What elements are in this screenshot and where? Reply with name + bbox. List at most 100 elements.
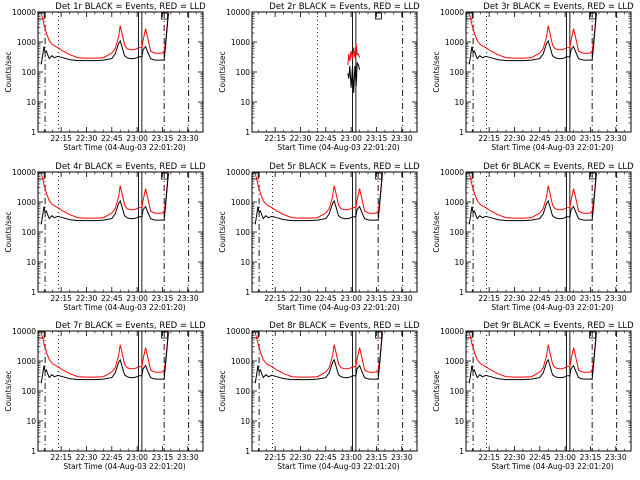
series-events-line: [468, 332, 597, 384]
panel-det-1: Det 1r BLACK = Events, RED = LLD 1 10 100 10…: [4, 2, 206, 152]
y-axis-label: Counts/sec: [218, 51, 227, 92]
y-tick-label: 1: [459, 288, 464, 297]
y-tick-label: 10000: [226, 8, 250, 17]
x-tick-label: 23:00: [554, 453, 576, 462]
y-tick-label: 10: [240, 98, 250, 107]
y-tick-label: 10: [454, 417, 464, 426]
y-tick-label: 10: [240, 417, 250, 426]
x-tick-label: 23:15: [152, 134, 174, 143]
interval-marker-square: [589, 12, 596, 20]
interval-marker-square: [251, 331, 259, 339]
x-tick-label: 22:30: [290, 294, 312, 303]
x-tick-label: 23:00: [126, 453, 148, 462]
y-tick-label: 1000: [445, 38, 464, 47]
x-tick-label: 23:15: [366, 134, 388, 143]
interval-marker-square: [161, 172, 168, 180]
series-group: [347, 44, 361, 94]
x-tick-label: 22:30: [504, 134, 526, 143]
series-group: [40, 12, 169, 65]
y-axis-label: Counts/sec: [4, 51, 13, 92]
series-events-line: [468, 173, 597, 225]
y-tick-label: 10000: [440, 168, 464, 177]
series-events-line: [468, 13, 597, 65]
y-tick-label: 10: [454, 258, 464, 267]
x-tick-label: 22:30: [290, 134, 312, 143]
y-tick-label: 1: [31, 288, 36, 297]
y-tick-label: 10000: [12, 168, 36, 177]
series-group: [254, 331, 383, 384]
x-tick-label: 22:15: [264, 294, 286, 303]
series-lld-line: [468, 12, 597, 59]
interval-marker-square: [251, 172, 259, 180]
series-lld-line: [468, 172, 597, 219]
series-group: [254, 172, 383, 225]
x-tick-label: 23:15: [152, 453, 174, 462]
interval-marker-square: [589, 172, 596, 180]
y-tick-label: 1: [245, 288, 250, 297]
series-events-line: [254, 173, 383, 225]
y-tick-label: 10000: [440, 327, 464, 336]
interval-marker-square: [465, 12, 473, 20]
series-group: [468, 331, 597, 384]
y-tick-label: 1: [245, 128, 250, 137]
x-tick-label: 22:45: [315, 294, 337, 303]
series-lld-line: [254, 331, 383, 378]
series-lld-line: [347, 44, 361, 66]
x-axis-label: Start Time (04-Aug-03 22:01:20): [491, 143, 613, 152]
interval-marker-square: [37, 172, 45, 180]
x-tick-label: 23:00: [340, 453, 362, 462]
y-tick-label: 10: [26, 98, 36, 107]
x-tick-label: 22:45: [529, 294, 551, 303]
y-axis-label: Counts/sec: [4, 370, 13, 411]
x-tick-label: 23:30: [391, 453, 413, 462]
series-group: [40, 331, 169, 384]
x-axis-label: Start Time (04-Aug-03 22:01:20): [491, 462, 613, 471]
series-lld-line: [40, 12, 169, 59]
y-tick-label: 10000: [226, 168, 250, 177]
series-lld-line: [40, 331, 169, 378]
x-tick-label: 22:45: [101, 294, 123, 303]
x-axis-label: Start Time (04-Aug-03 22:01:20): [63, 303, 185, 312]
y-tick-label: 100: [22, 387, 37, 396]
series-group: [40, 172, 169, 225]
y-axis-label: Counts/sec: [218, 211, 227, 252]
y-tick-label: 1000: [445, 198, 464, 207]
y-tick-label: 100: [236, 387, 251, 396]
panel-title: Det 7r BLACK = Events, RED = LLD: [55, 321, 206, 331]
y-tick-label: 1000: [231, 357, 250, 366]
panel-det-5: Det 5r BLACK = Events, RED = LLD 1 10 100 10…: [218, 162, 420, 312]
x-tick-label: 23:30: [391, 134, 413, 143]
y-tick-label: 1: [31, 128, 36, 137]
x-tick-label: 22:15: [478, 294, 500, 303]
interval-marker-square: [375, 12, 382, 20]
x-tick-label: 22:15: [50, 134, 72, 143]
y-axis-label: Counts/sec: [218, 370, 227, 411]
x-axis-label: Start Time (04-Aug-03 22:01:20): [491, 303, 613, 312]
y-tick-label: 100: [450, 387, 465, 396]
series-events-line: [40, 173, 169, 225]
y-tick-label: 1000: [17, 38, 36, 47]
y-tick-label: 10000: [226, 327, 250, 336]
y-tick-label: 100: [22, 228, 37, 237]
y-axis-label: Counts/sec: [4, 211, 13, 252]
interval-marker-square: [465, 172, 473, 180]
y-tick-label: 1000: [17, 198, 36, 207]
y-tick-label: 10: [454, 98, 464, 107]
x-tick-label: 23:15: [580, 294, 602, 303]
panel-det-9: Det 9r BLACK = Events, RED = LLD 1 10 100 10…: [432, 321, 634, 471]
x-tick-label: 22:45: [529, 134, 551, 143]
x-tick-label: 23:30: [605, 294, 627, 303]
series-group: [468, 12, 597, 65]
x-tick-label: 22:30: [76, 134, 98, 143]
series-lld-line: [254, 172, 383, 219]
panel-title: Det 5r BLACK = Events, RED = LLD: [269, 162, 420, 172]
panel-title: Det 1r BLACK = Events, RED = LLD: [55, 2, 206, 12]
y-tick-label: 10000: [12, 327, 36, 336]
panel-title: Det 6r BLACK = Events, RED = LLD: [483, 162, 634, 172]
x-tick-label: 23:00: [126, 294, 148, 303]
x-tick-label: 23:00: [126, 134, 148, 143]
interval-marker-square: [589, 331, 596, 339]
x-tick-label: 22:15: [50, 294, 72, 303]
panel-det-8: Det 8r BLACK = Events, RED = LLD 1 10 100 10…: [218, 321, 420, 471]
